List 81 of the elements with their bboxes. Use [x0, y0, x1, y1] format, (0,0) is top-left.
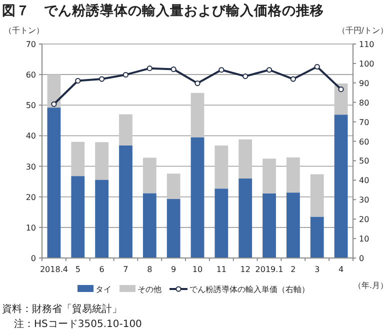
point	[170, 66, 176, 72]
bar	[310, 174, 324, 217]
x-tick-label: 6	[99, 265, 104, 274]
bar	[142, 193, 156, 258]
x-tick-label: 2019.1	[255, 265, 284, 274]
bar	[334, 114, 348, 258]
y2-tick-label: 100	[359, 59, 374, 68]
y-tick-label: 20	[26, 192, 36, 202]
y2-tick-label: 0	[359, 254, 364, 263]
bar	[190, 92, 204, 138]
bar	[47, 108, 61, 258]
bar	[71, 176, 85, 258]
y-tick-label: 30	[26, 162, 36, 172]
bar	[238, 178, 252, 258]
bar	[166, 174, 180, 199]
bar	[238, 139, 252, 179]
point	[194, 80, 200, 86]
point	[122, 72, 129, 78]
legend-label: でん粉誘導体の輸入単価（右軸）	[190, 285, 310, 294]
legend-label: その他	[138, 285, 162, 294]
y2-tick-label: 80	[359, 98, 370, 108]
point	[266, 67, 272, 73]
bar	[95, 142, 109, 180]
y2-tick-label: 70	[359, 118, 370, 127]
bar	[214, 145, 228, 189]
y2-tick-label: 90	[359, 78, 370, 88]
point	[314, 64, 320, 70]
point	[218, 67, 224, 73]
y-tick-label: 10	[26, 223, 36, 232]
point	[290, 76, 296, 82]
bar	[334, 83, 348, 115]
y2-tick-label: 60	[359, 137, 370, 146]
y2-tick-label: 20	[359, 215, 370, 224]
x-tick-label: 10	[192, 265, 203, 274]
point	[75, 78, 81, 84]
x-tick-label: 3	[314, 265, 320, 274]
text: 資料：財務省「貿易統計」	[2, 303, 122, 315]
x-tick-label: 9	[171, 265, 176, 274]
y2-tick-label: 50	[359, 156, 370, 166]
y2-tick-label: 30	[359, 196, 370, 205]
y-tick-label: 40	[26, 132, 36, 141]
point	[51, 101, 57, 107]
x-tick-label: 4	[338, 265, 344, 274]
bar	[47, 74, 61, 108]
bar	[214, 188, 228, 258]
point	[99, 76, 105, 82]
bar	[166, 198, 180, 258]
bar	[310, 216, 324, 258]
bar	[71, 142, 85, 176]
bar	[262, 193, 276, 258]
point	[242, 73, 248, 80]
y-tick-label: 70	[26, 40, 36, 49]
point	[338, 86, 344, 92]
bar	[286, 192, 300, 258]
bar	[142, 158, 156, 194]
y-tick-label: 60	[26, 70, 36, 80]
x-tick-label: 11	[216, 265, 227, 274]
y-axis-title: （千トン）	[4, 26, 44, 35]
legend-label: タイ	[96, 285, 112, 294]
text: 注：HSコード3505.10-100	[14, 318, 142, 330]
bar	[286, 157, 300, 193]
bar	[119, 145, 132, 258]
bar	[119, 114, 132, 146]
x-tick-label: 7	[123, 265, 128, 274]
chart-title: 図７ でん粉誘導体の輸入量および輸入価格の推移	[2, 2, 324, 19]
x-tick-label: 2018.4	[40, 265, 68, 274]
x-tick-label: 8	[147, 265, 152, 274]
x-tick-label: 2	[290, 265, 296, 274]
y2-tick-label: 110	[359, 40, 374, 49]
x-tick-label: 12	[240, 265, 250, 274]
bar	[95, 180, 109, 258]
bar	[262, 158, 276, 194]
bar	[190, 137, 204, 258]
y2-tick-label: 40	[359, 176, 370, 186]
y-tick-label: 0	[30, 254, 36, 263]
x-axis-title: （年.月）	[353, 281, 388, 290]
y2-axis-title: （千円/トン）	[337, 26, 388, 35]
y2-tick-label: 10	[359, 234, 370, 244]
y-tick-label: 50	[26, 101, 36, 110]
point	[146, 66, 152, 72]
x-tick-label: 5	[75, 265, 80, 274]
